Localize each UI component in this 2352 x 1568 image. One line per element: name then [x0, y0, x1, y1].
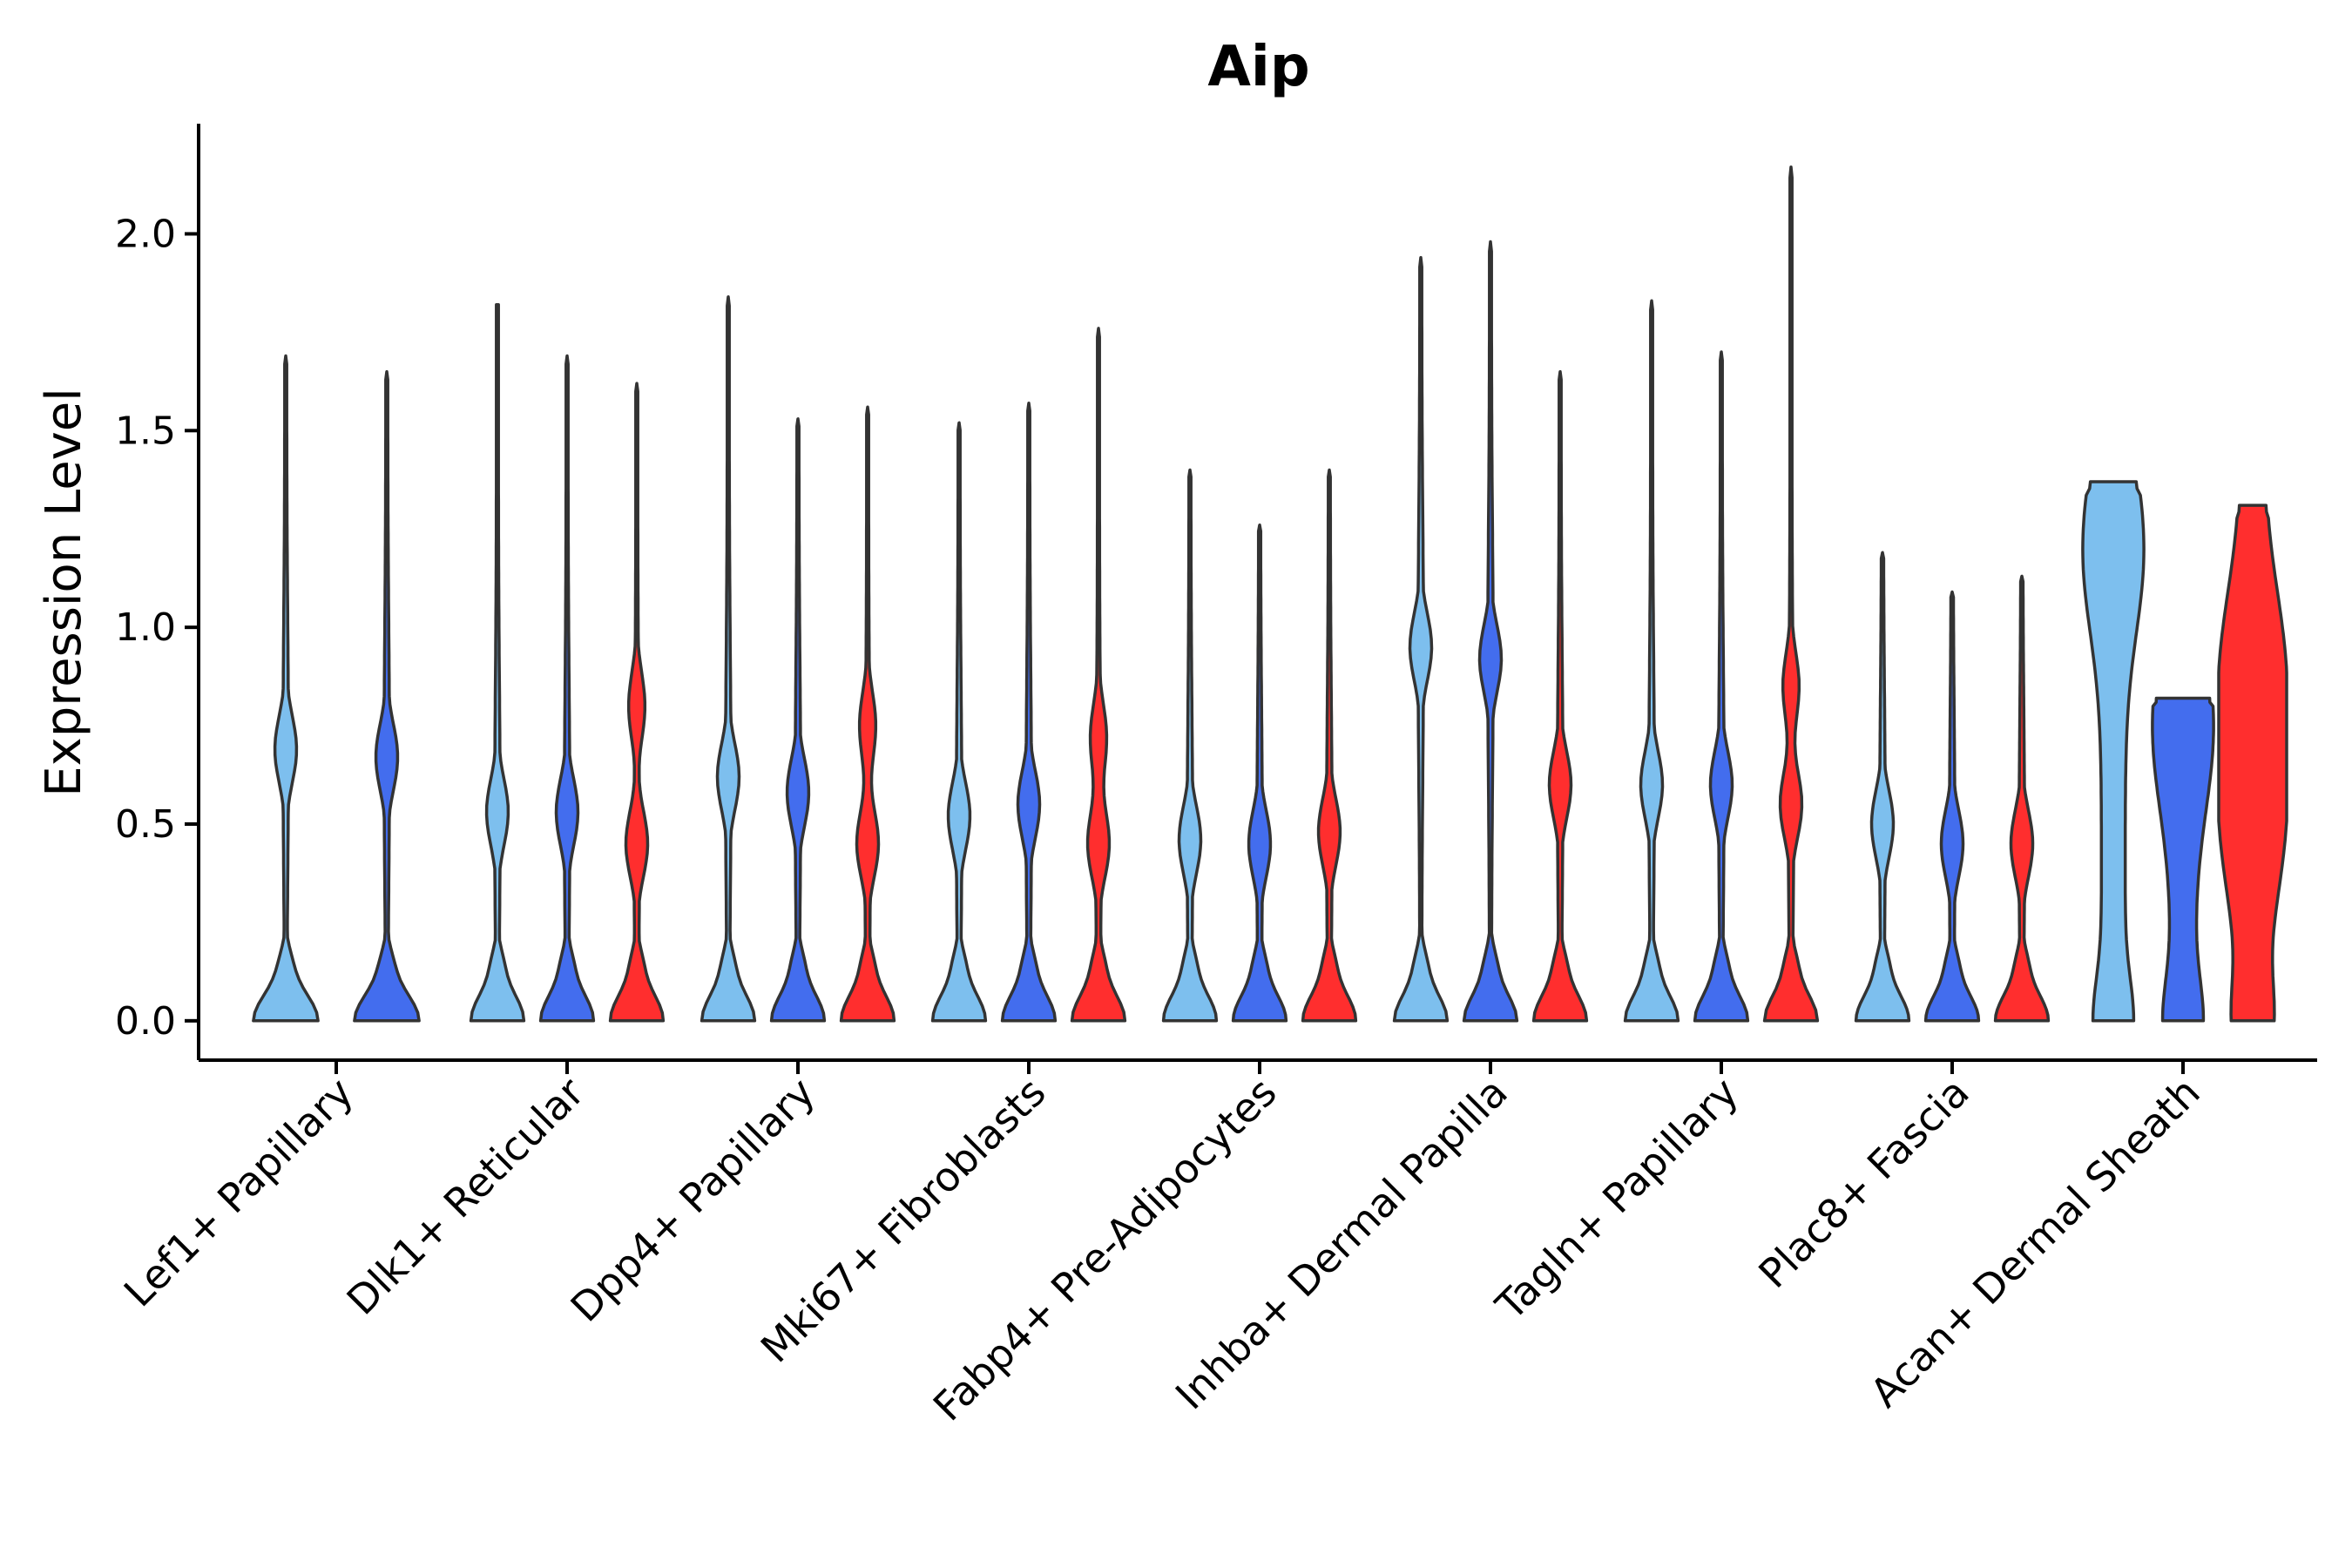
violin-sample-2: [353, 369, 421, 1023]
violin-sample-3: [2217, 504, 2288, 1023]
category-group: [700, 294, 896, 1023]
y-axis: 0.0 0.5 1.0 1.5 2.0: [115, 124, 200, 1060]
violin-sample-3: [1993, 574, 2051, 1023]
x-tick-label: Lef1+ Papillary: [115, 1069, 362, 1316]
violin-sample-2: [538, 354, 596, 1023]
category-group: [2081, 480, 2288, 1023]
violin-sample-1: [1623, 299, 1680, 1023]
category-group: [1392, 240, 1589, 1023]
category-group: [930, 327, 1127, 1023]
x-tick-label: Plac8+ Fascia: [1749, 1069, 1977, 1297]
y-tick-label: 0.5: [115, 802, 176, 847]
violin-sample-2: [1000, 401, 1058, 1023]
violin-sample-1: [2081, 480, 2146, 1023]
violin-sample-3: [1070, 327, 1127, 1023]
violin-sample-3: [1531, 369, 1589, 1023]
y-tick-label: 2.0: [115, 212, 176, 256]
category-group: [1623, 165, 1820, 1023]
violin-sample-3: [1301, 468, 1358, 1023]
violin-sample-3: [1762, 165, 1820, 1023]
category-group: [252, 354, 421, 1023]
y-tick-label: 0.0: [115, 999, 176, 1044]
violin-sample-1: [1854, 551, 1911, 1023]
violin-sample-2: [1231, 523, 1288, 1023]
violin-sample-1: [930, 421, 988, 1023]
violin-sample-2: [1923, 590, 1981, 1023]
violin-sample-2: [1693, 350, 1750, 1023]
x-tick-label: Dlk1+ Reticular: [338, 1069, 593, 1324]
chart-title: Aip: [1207, 35, 1309, 99]
violin-sample-1: [700, 294, 757, 1023]
violin-sample-2: [769, 417, 827, 1023]
violin-sample-2: [1462, 240, 1519, 1023]
category-group: [1161, 468, 1358, 1023]
violin-sample-3: [839, 405, 896, 1023]
x-tick-label: Dpp4+ Papillary: [562, 1069, 824, 1331]
violin-layer: [252, 165, 2288, 1023]
category-group: [469, 303, 666, 1023]
violin-sample-1: [1161, 468, 1219, 1023]
violin-sample-1: [469, 303, 526, 1023]
violin-sample-1: [252, 354, 320, 1023]
y-tick-label: 1.5: [115, 409, 176, 453]
x-tick-label: Tagln+ Papillary: [1486, 1069, 1747, 1330]
violin-sample-1: [1392, 255, 1450, 1023]
category-group: [1854, 551, 2051, 1023]
violin-sample-2: [2151, 696, 2215, 1023]
y-axis-label: Expression Level: [36, 388, 92, 797]
y-tick-label: 1.0: [115, 605, 176, 650]
violin-sample-3: [608, 382, 666, 1023]
